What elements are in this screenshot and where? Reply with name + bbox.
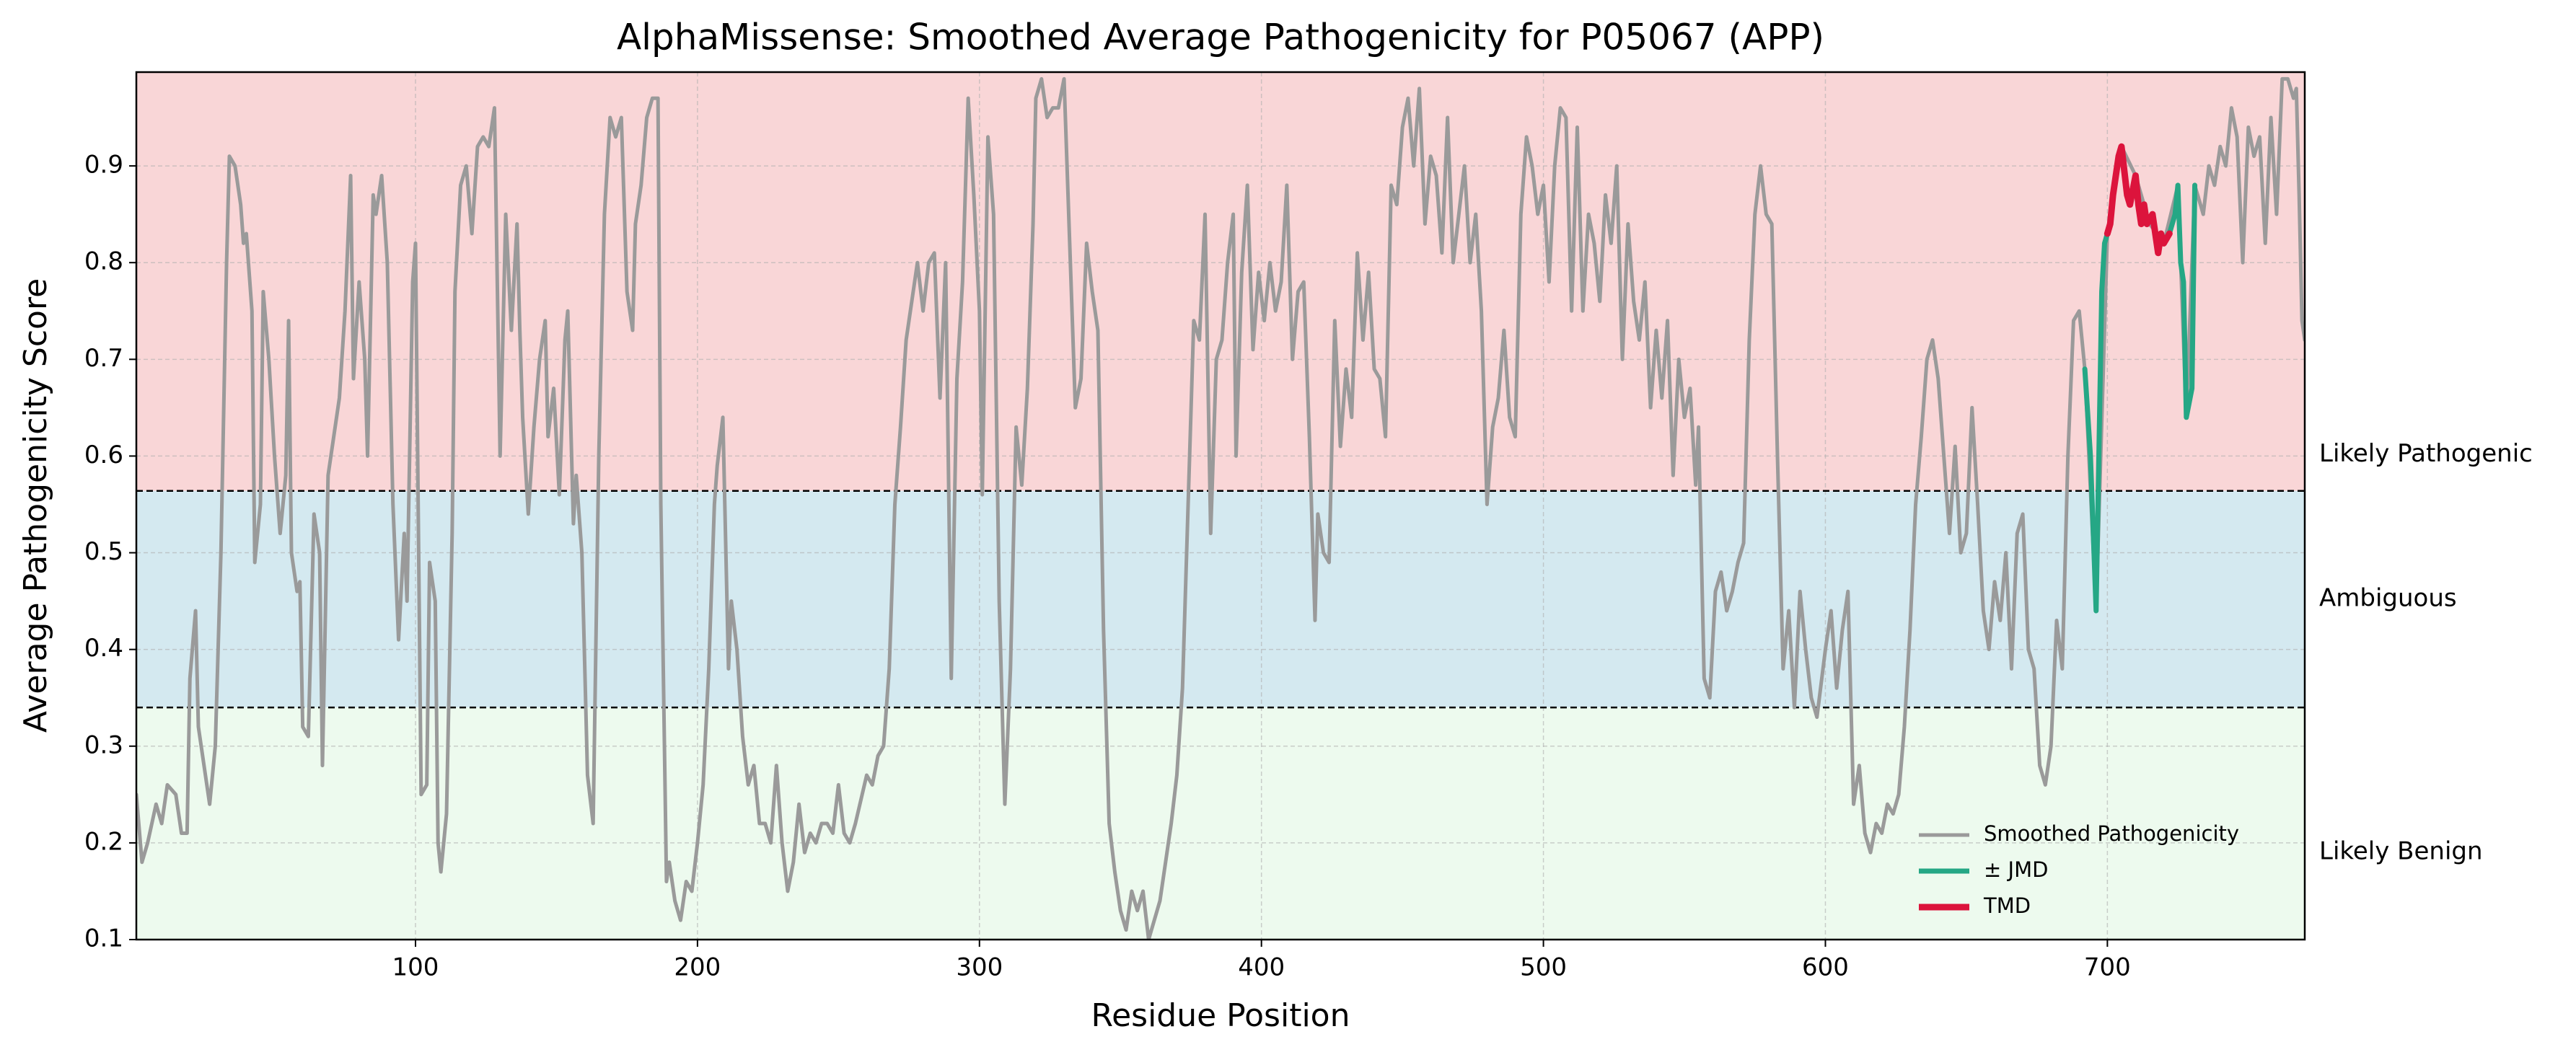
y-tick-label: 0.2 <box>84 827 123 856</box>
series-line <box>136 76 2305 940</box>
region-label: Likely Pathogenic <box>2319 439 2533 468</box>
x-tick-label: 700 <box>2084 953 2131 982</box>
legend: Smoothed Pathogenicity ± JMD TMD <box>1919 821 2239 918</box>
x-axis-label: Residue Position <box>1091 997 1350 1034</box>
region-band <box>136 707 2305 940</box>
x-tick-label: 600 <box>1802 953 1849 982</box>
series-line <box>2104 143 2173 257</box>
y-tick-label: 0.3 <box>84 730 123 759</box>
x-tick-label: 500 <box>1520 953 1567 982</box>
x-tick-label: 100 <box>392 953 439 982</box>
axes: 100 200 300 400 500 600 700 0.1 0.2 0.3 0.4 0.5 0.6 0… <box>84 71 2306 982</box>
y-tick-label: 0.6 <box>84 441 123 469</box>
region-band <box>136 490 2305 708</box>
region-label: Likely Benign <box>2319 837 2483 866</box>
y-tick-label: 0.4 <box>84 634 123 663</box>
legend-label: ± JMD <box>1984 857 2048 882</box>
x-tick-label: 200 <box>674 953 721 982</box>
y-tick-label: 0.8 <box>84 247 123 276</box>
y-tick-label: 0.9 <box>84 151 123 180</box>
plot-frame <box>135 71 2306 941</box>
y-tick-label: 0.1 <box>84 924 123 953</box>
chart-title: AlphaMissense: Smoothed Average Pathogen… <box>617 17 1824 58</box>
x-tick-label: 400 <box>1238 953 1285 982</box>
y-tick-label: 0.7 <box>84 344 123 373</box>
y-axis-label: Average Pathogenicity Score <box>17 278 54 733</box>
region-label: Ambiguous <box>2319 583 2457 612</box>
x-tick-label: 300 <box>956 953 1003 982</box>
region-band <box>136 72 2305 491</box>
series-lines <box>136 76 2305 940</box>
y-tick-label: 0.5 <box>84 537 123 566</box>
legend-label: TMD <box>1983 893 2031 918</box>
series-line <box>2082 182 2198 614</box>
legend-label: Smoothed Pathogenicity <box>1984 821 2239 846</box>
